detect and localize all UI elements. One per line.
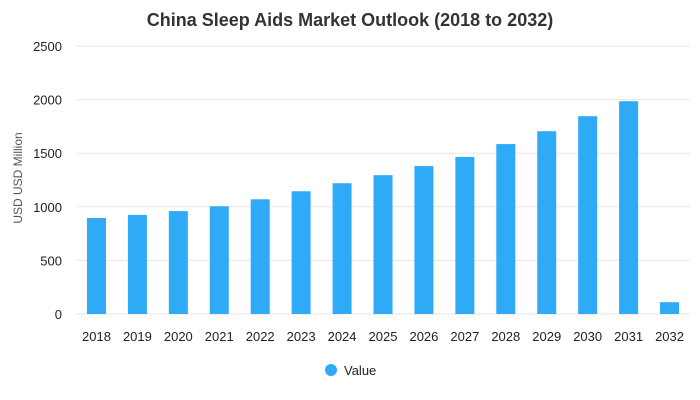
legend-label-value: Value xyxy=(344,363,376,378)
y-tick-label: 0 xyxy=(55,307,62,322)
x-tick-label: 2019 xyxy=(123,329,152,344)
bar-2019[interactable] xyxy=(127,214,147,314)
bar-2018[interactable] xyxy=(86,218,106,314)
bar-2025[interactable] xyxy=(373,175,393,314)
y-tick-label: 2000 xyxy=(33,93,62,108)
x-tick-label: 2018 xyxy=(82,329,111,344)
x-tick-label: 2030 xyxy=(573,329,602,344)
bar-2029[interactable] xyxy=(537,131,557,314)
x-tick-label: 2027 xyxy=(450,329,479,344)
bar-2032[interactable] xyxy=(660,302,680,314)
x-tick-label: 2028 xyxy=(491,329,520,344)
x-tick-label: 2031 xyxy=(614,329,643,344)
legend-swatch-value xyxy=(325,364,337,376)
bar-2030[interactable] xyxy=(578,116,598,314)
bar-2028[interactable] xyxy=(496,144,516,314)
x-tick-label: 2023 xyxy=(287,329,316,344)
bar-2020[interactable] xyxy=(168,211,188,314)
bar-2024[interactable] xyxy=(332,183,352,314)
bar-2031[interactable] xyxy=(619,101,639,314)
x-tick-label: 2025 xyxy=(369,329,398,344)
bar-2022[interactable] xyxy=(250,199,270,314)
x-tick-label: 2026 xyxy=(409,329,438,344)
y-tick-label: 2500 xyxy=(33,39,62,54)
x-tick-label: 2032 xyxy=(655,329,684,344)
x-tick-label: 2024 xyxy=(328,329,357,344)
x-tick-label: 2021 xyxy=(205,329,234,344)
y-tick-label: 1500 xyxy=(33,146,62,161)
x-tick-label: 2029 xyxy=(532,329,561,344)
bars xyxy=(86,101,680,314)
bar-2023[interactable] xyxy=(291,191,311,314)
y-tick-label: 500 xyxy=(40,253,62,268)
y-axis-ticks: 0 500 1000 1500 2000 2500 xyxy=(33,39,62,322)
bar-2026[interactable] xyxy=(414,166,434,314)
legend[interactable]: Value xyxy=(325,363,376,378)
x-tick-label: 2020 xyxy=(164,329,193,344)
y-axis-label: USD USD Million xyxy=(11,132,25,223)
bar-2021[interactable] xyxy=(209,206,229,314)
chart-title: China Sleep Aids Market Outlook (2018 to… xyxy=(147,10,553,30)
y-tick-label: 1000 xyxy=(33,200,62,215)
bar-2027[interactable] xyxy=(455,156,475,314)
x-axis-ticks: 2018 2019 2020 2021 2022 2023 2024 2025 2026 2027… xyxy=(82,329,684,344)
x-tick-label: 2022 xyxy=(246,329,275,344)
